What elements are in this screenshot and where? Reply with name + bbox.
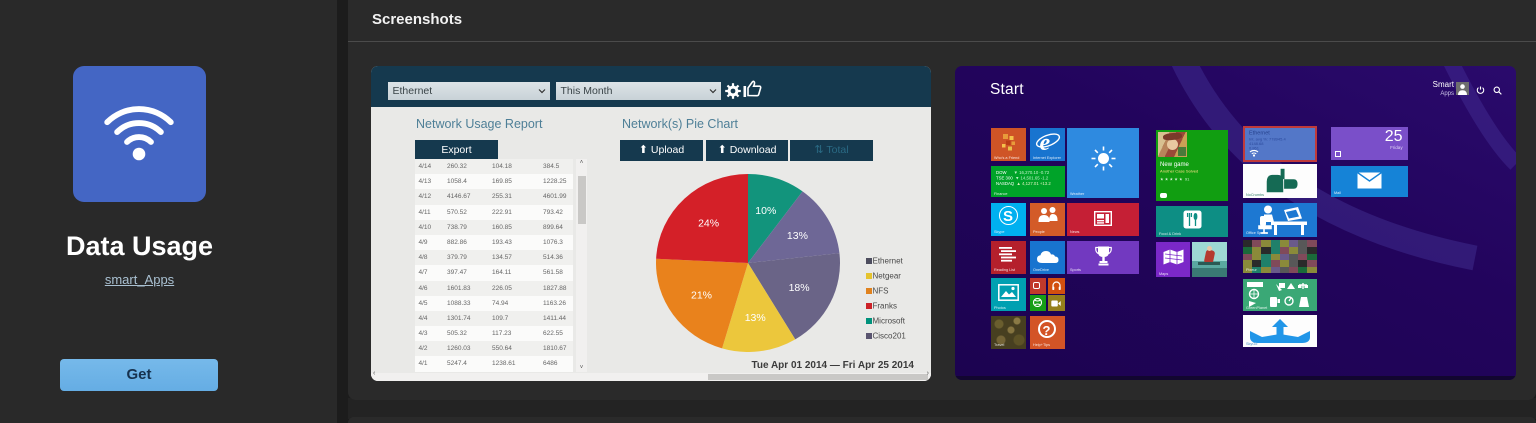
- svg-text:21%: 21%: [691, 290, 712, 302]
- svg-text:18%: 18%: [789, 282, 810, 294]
- svg-text:13%: 13%: [745, 312, 766, 324]
- svg-text:13%: 13%: [787, 230, 808, 242]
- svg-text:e: e: [1039, 130, 1050, 155]
- svg-text:24%: 24%: [698, 218, 719, 230]
- svg-text:10%: 10%: [755, 205, 776, 217]
